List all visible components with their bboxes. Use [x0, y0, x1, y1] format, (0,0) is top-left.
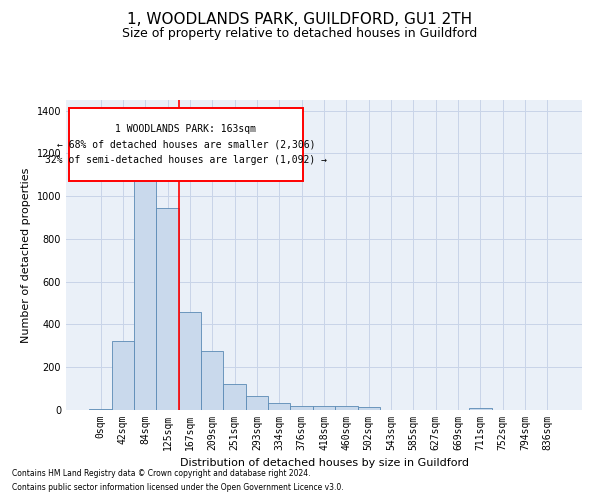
Bar [358, 408, 380, 410]
Bar [246, 396, 268, 410]
Bar [313, 406, 335, 410]
FancyBboxPatch shape [68, 108, 304, 180]
Text: Contains HM Land Registry data © Crown copyright and database right 2024.: Contains HM Land Registry data © Crown c… [12, 468, 311, 477]
Bar [89, 409, 112, 410]
Bar [157, 208, 179, 410]
Bar [268, 402, 290, 410]
Bar [290, 406, 313, 410]
Text: Contains public sector information licensed under the Open Government Licence v3: Contains public sector information licen… [12, 484, 344, 492]
Text: 1, WOODLANDS PARK, GUILDFORD, GU1 2TH: 1, WOODLANDS PARK, GUILDFORD, GU1 2TH [127, 12, 473, 28]
Text: Size of property relative to detached houses in Guildford: Size of property relative to detached ho… [122, 28, 478, 40]
Bar [112, 340, 134, 410]
Bar [223, 384, 246, 410]
Bar [469, 408, 491, 410]
Text: 1 WOODLANDS PARK: 163sqm
← 68% of detached houses are smaller (2,306)
32% of sem: 1 WOODLANDS PARK: 163sqm ← 68% of detach… [45, 124, 327, 165]
Bar [179, 312, 201, 410]
Bar [134, 172, 157, 410]
Bar [201, 351, 223, 410]
X-axis label: Distribution of detached houses by size in Guildford: Distribution of detached houses by size … [179, 458, 469, 468]
Y-axis label: Number of detached properties: Number of detached properties [21, 168, 31, 342]
Bar [335, 406, 358, 410]
